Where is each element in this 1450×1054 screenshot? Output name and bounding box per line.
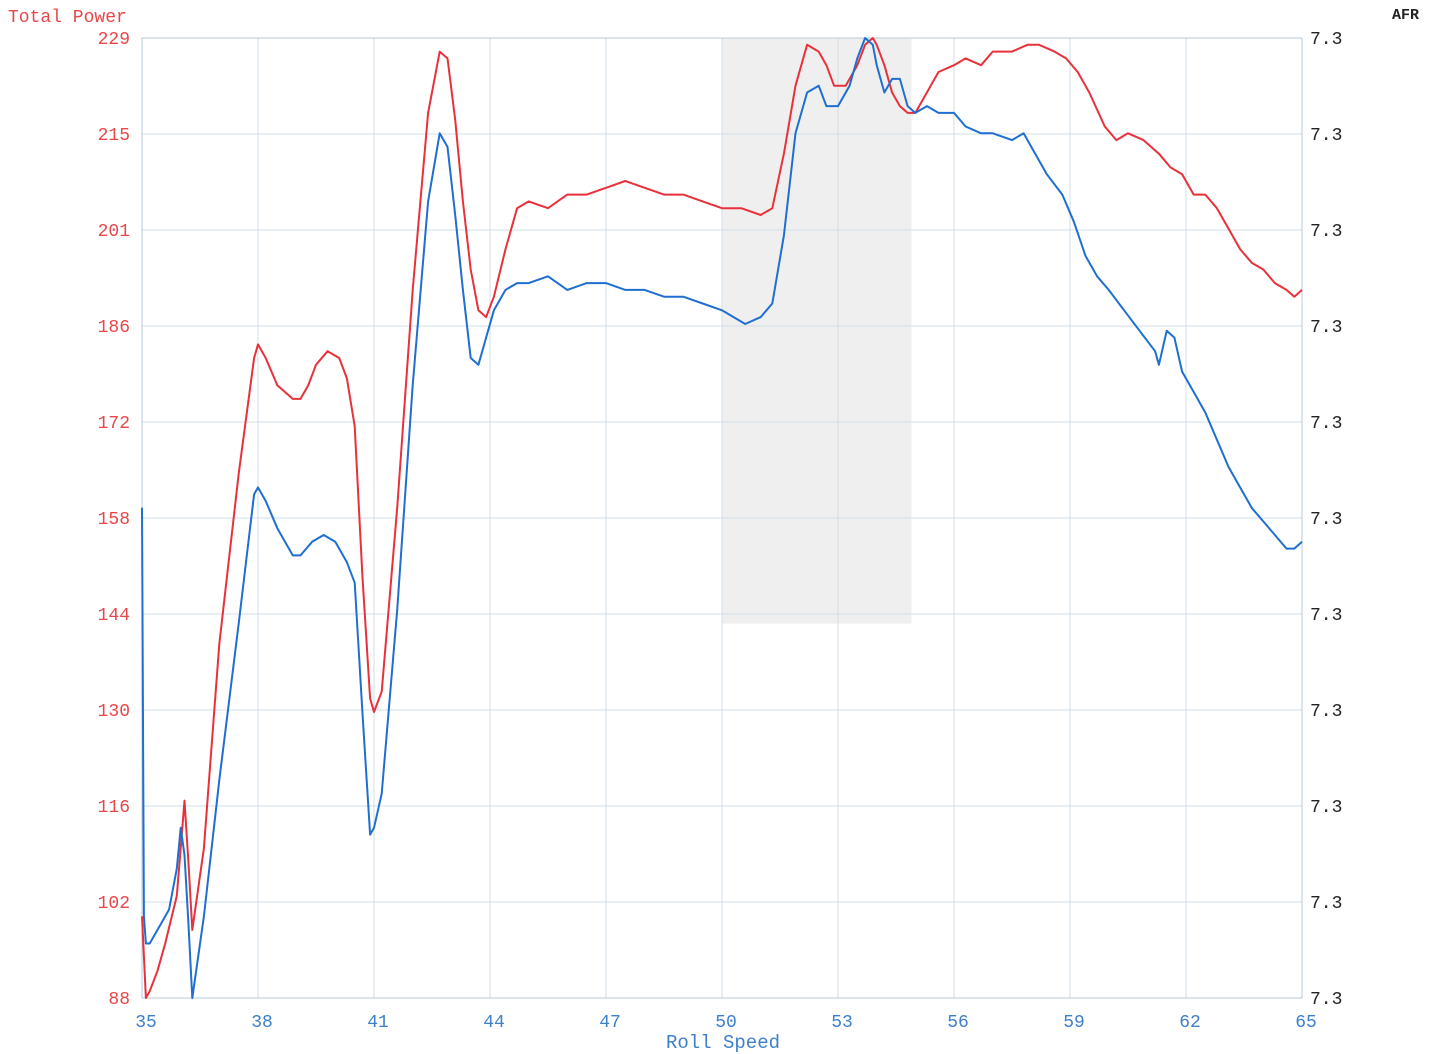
x-tick-label: 53 (831, 1013, 853, 1033)
x-tick-label: 35 (135, 1013, 157, 1033)
y-tick-label: 102 (98, 894, 130, 914)
y-tick-label: 144 (98, 606, 130, 626)
y2-tick-label: 7.3 (1310, 126, 1342, 146)
y2-tick-label: 7.3 (1310, 414, 1342, 434)
y2-tick-label: 7.3 (1310, 606, 1342, 626)
x-tick-label: 62 (1179, 1013, 1201, 1033)
x-tick-label: 38 (251, 1013, 273, 1033)
y-axis-label: Total Power (8, 8, 127, 28)
x-tick-label: 59 (1063, 1013, 1085, 1033)
y2-tick-label: 7.3 (1310, 30, 1342, 50)
y-tick-label: 88 (108, 990, 130, 1010)
y2-axis-label: AFR (1392, 7, 1419, 24)
x-tick-label: 47 (599, 1013, 621, 1033)
y2-tick-label: 7.3 (1310, 318, 1342, 338)
x-tick-label: 41 (367, 1013, 389, 1033)
series-line-red (141, 37, 1303, 999)
y2-tick-label: 7.3 (1310, 990, 1342, 1010)
x-tick-label: 50 (715, 1013, 737, 1033)
bottom-tick-labels: 35 38 41 44 47 50 53 56 59 62 65 (135, 1013, 1317, 1033)
y2-tick-label: 7.3 (1310, 222, 1342, 242)
shaded-region (722, 38, 912, 624)
y-tick-label: 186 (98, 318, 130, 338)
y-tick-label: 158 (98, 510, 130, 530)
x-tick-label: 65 (1295, 1013, 1317, 1033)
series-line-blue (141, 37, 1303, 999)
y2-tick-label: 7.3 (1310, 798, 1342, 818)
y-tick-label: 201 (98, 222, 130, 242)
y2-tick-label: 7.3 (1310, 894, 1342, 914)
y-tick-label: 215 (98, 126, 130, 146)
x-tick-label: 56 (947, 1013, 969, 1033)
y-tick-label: 229 (98, 30, 130, 50)
x-tick-label: 44 (483, 1013, 505, 1033)
y2-tick-label: 7.3 (1310, 510, 1342, 530)
series-layer (141, 37, 1303, 999)
x-axis-label: Roll Speed (666, 1032, 780, 1054)
y-tick-label: 172 (98, 414, 130, 434)
y-tick-label: 116 (98, 798, 130, 818)
y2-tick-label: 7.3 (1310, 702, 1342, 722)
left-tick-labels: 229 215 201 186 172 158 144 130 116 102 88 (98, 30, 130, 1010)
right-tick-labels: 7.3 7.3 7.3 7.3 7.3 7.3 7.3 7.3 7.3 7.3 7.3 (1310, 30, 1342, 1010)
y-tick-label: 130 (98, 702, 130, 722)
